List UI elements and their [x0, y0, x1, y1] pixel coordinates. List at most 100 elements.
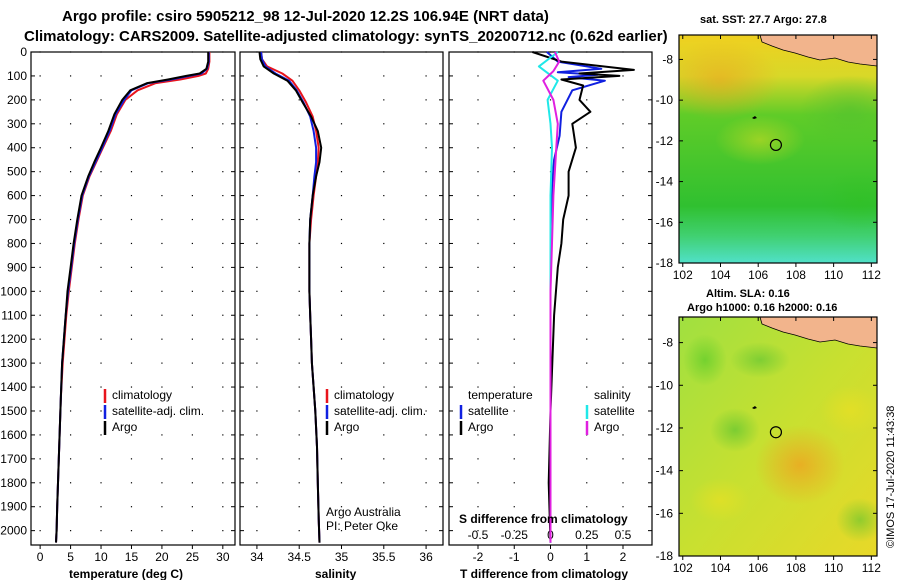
- map-x-tick-label: 108: [786, 268, 806, 282]
- grid-dot: [383, 482, 385, 484]
- grid-dot: [513, 123, 515, 125]
- grid-dot: [161, 194, 163, 197]
- legend-label-satellite: satellite-adj. clim.: [112, 404, 204, 418]
- grid-dot: [39, 338, 41, 340]
- grid-dot: [130, 123, 133, 125]
- grid-dot: [425, 362, 427, 364]
- grid-dot: [130, 194, 133, 197]
- grid-dot: [622, 147, 624, 149]
- sla-map-title: Altim. SLA: 0.16: [706, 288, 790, 300]
- map-x-tick-label: 112: [862, 561, 881, 575]
- grid-dot: [100, 530, 102, 532]
- grid-dot: [586, 171, 588, 173]
- depth-tick-label: 1600: [0, 428, 27, 442]
- grid-dot: [100, 314, 102, 316]
- grid-dot: [39, 362, 41, 364]
- grid-dot: [477, 482, 479, 484]
- grid-dot: [130, 171, 133, 173]
- legend-header-salinity: salinity: [594, 388, 631, 402]
- grid-dot: [39, 194, 41, 197]
- grid-dot: [100, 482, 102, 484]
- sst-warm-patch: [679, 40, 780, 120]
- grid-dot: [161, 458, 163, 460]
- grid-dot: [477, 458, 479, 460]
- legend-label-t-satellite: satellite: [468, 404, 509, 418]
- grid-dot: [222, 482, 224, 484]
- grid-dot: [298, 218, 300, 221]
- depth-tick-label: 400: [7, 141, 27, 155]
- grid-dot: [340, 99, 343, 101]
- grid-dot: [130, 266, 133, 268]
- grid-dot: [130, 386, 133, 388]
- grid-dot: [100, 338, 102, 340]
- grid-dot: [256, 123, 258, 125]
- grid-dot: [130, 147, 133, 149]
- grid-dot: [191, 266, 193, 268]
- grid-dot: [340, 386, 343, 388]
- grid-dot: [383, 314, 385, 316]
- sst-green-patch-2: [820, 170, 877, 230]
- depth-tick-label: 200: [7, 93, 27, 107]
- grid-dot: [256, 338, 258, 340]
- sla-map-axes: 102 104 106 108 110 112 -8 -10 -12 -14 -16 -18: [656, 317, 881, 575]
- grid-dot: [425, 99, 427, 101]
- grid-dot: [383, 218, 385, 221]
- grid-dot: [383, 99, 385, 101]
- grid-dot: [586, 123, 588, 125]
- x-tick-label: -1: [509, 550, 520, 564]
- x-tick-label: 36: [419, 550, 433, 564]
- series-line-argo: [258, 51, 323, 543]
- grid-dot: [69, 314, 72, 316]
- grid-dot: [513, 482, 515, 484]
- grid-dot: [191, 51, 193, 53]
- grid-dot: [340, 506, 343, 508]
- grid-dot: [298, 362, 300, 364]
- grid-dot: [191, 99, 193, 101]
- x-tick-label: 35: [335, 550, 349, 564]
- grid-dot: [130, 290, 133, 292]
- grid-dot: [340, 362, 343, 364]
- grid-dot: [477, 290, 479, 292]
- grid-dot: [100, 266, 102, 268]
- sla-low-patch-1: [710, 408, 760, 452]
- grid-dot: [161, 123, 163, 125]
- grid-dot: [340, 171, 343, 173]
- grid-dot: [477, 75, 479, 77]
- grid-dot: [161, 314, 163, 316]
- grid-dot: [622, 123, 624, 125]
- grid-dot: [586, 482, 588, 484]
- map-y-tick-label: -10: [656, 378, 674, 392]
- grid-dot: [69, 171, 72, 173]
- x-tick-label: 15: [125, 550, 139, 564]
- sst-yellow-patch: [715, 115, 805, 165]
- x-tick-label: 34: [250, 550, 264, 564]
- grid-dot: [222, 314, 224, 316]
- temperature-xlabel: temperature (deg C): [69, 567, 183, 580]
- grid-dot: [39, 290, 41, 292]
- grid-dot: [130, 338, 133, 340]
- grid-dot: [191, 506, 193, 508]
- series-line-climatology: [55, 52, 211, 543]
- grid-dot: [100, 75, 102, 77]
- grid-dot: [549, 147, 552, 149]
- grid-dot: [161, 218, 163, 221]
- grid-dot: [425, 51, 427, 53]
- grid-dot: [425, 75, 427, 77]
- grid-dot: [513, 506, 515, 508]
- difference-xlabel: T difference from climatology: [460, 567, 628, 580]
- grid-dot: [161, 482, 163, 484]
- grid-dot: [39, 458, 41, 460]
- figure-title-line2: Climatology: CARS2009. Satellite-adjuste…: [24, 28, 668, 45]
- grid-dot: [513, 530, 515, 532]
- grid-dot: [256, 458, 258, 460]
- legend-header-temperature: temperature: [468, 388, 533, 402]
- grid-dot: [100, 99, 102, 101]
- legend-label-t-argo: Argo: [468, 420, 494, 434]
- grid-dot: [513, 51, 515, 53]
- grid-dot: [340, 410, 343, 412]
- difference-plot: -2 -1 0 1 2-0.5 -0.25 0 0.25 0.5: [449, 51, 652, 564]
- grid-dot: [622, 75, 624, 77]
- grid-dot: [161, 338, 163, 340]
- grid-dot: [622, 194, 624, 197]
- grid-dot: [340, 218, 343, 221]
